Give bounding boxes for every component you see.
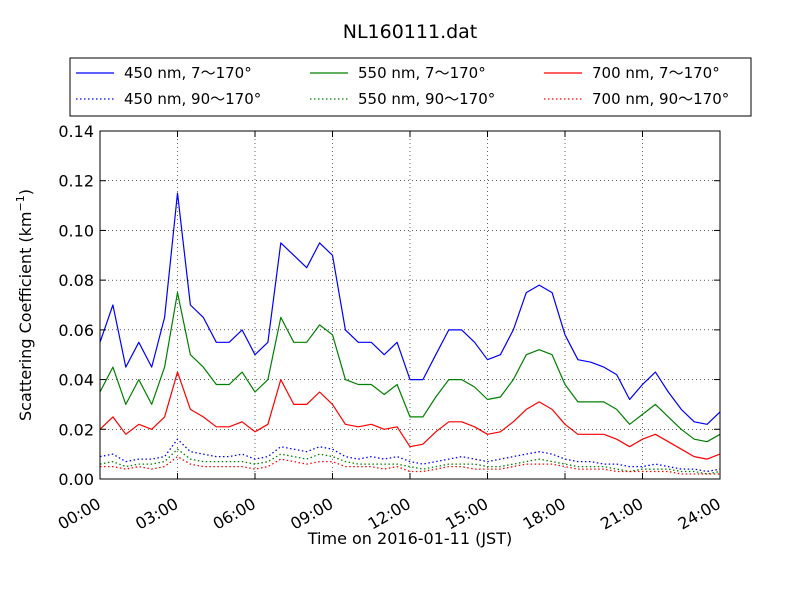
legend-label-3: 550 nm, 90～170°: [358, 90, 495, 108]
y-axis-label-main: Scattering Coefficient (km: [16, 211, 35, 421]
grid: [100, 131, 720, 479]
x-tick-label: 12:00: [365, 494, 414, 534]
series-line-0: [99, 192, 721, 425]
series-group: [99, 192, 721, 475]
legend-label-4: 700 nm, 7～170°: [592, 64, 720, 82]
y-axis-label: Scattering Coefficient (km−1): [14, 189, 35, 421]
y-tick-label: 0.10: [58, 221, 94, 240]
series-line-1: [99, 438, 721, 473]
x-tick-label: 03:00: [132, 494, 181, 534]
x-tick-label: 18:00: [520, 494, 569, 534]
x-tick-label: 21:00: [597, 494, 646, 534]
legend-label-0: 450 nm, 7～170°: [124, 64, 252, 82]
y-tick-label: 0.12: [58, 172, 94, 191]
legend-box: [69, 57, 752, 117]
x-tick-label: 00:00: [55, 494, 104, 534]
y-tick-label: 0.06: [58, 321, 94, 340]
axis-ticks: 00:00 03:00 06:00 09:00 12:00 15:00 18:00 21:00…: [55, 122, 724, 534]
x-tick-label: 24:00: [675, 494, 724, 534]
chart-title: NL160111.dat: [343, 21, 478, 43]
y-tick-label: 0.08: [58, 271, 94, 290]
y-tick-label: 0.00: [58, 470, 94, 489]
x-tick-label: 09:00: [287, 494, 336, 534]
series-line-2: [99, 292, 721, 443]
legend: 450 nm, 7～170° 450 nm, 90～170° 550 nm, 7～1…: [69, 57, 752, 117]
legend-label-1: 450 nm, 90～170°: [124, 90, 261, 108]
y-tick-label: 0.04: [58, 371, 94, 390]
legend-label-5: 700 nm, 90～170°: [592, 90, 729, 108]
legend-label-2: 550 nm, 7～170°: [358, 64, 486, 82]
y-tick-label: 0.14: [58, 122, 94, 141]
x-axis-label: Time on 2016-01-11 (JST): [307, 529, 512, 548]
x-tick-label: 15:00: [442, 494, 491, 534]
x-tick-label: 06:00: [210, 494, 259, 534]
y-axis-label-sup: −1: [14, 195, 27, 211]
series-line-4: [99, 371, 721, 460]
y-axis-label-close: ): [16, 189, 35, 195]
y-tick-label: 0.02: [58, 420, 94, 439]
